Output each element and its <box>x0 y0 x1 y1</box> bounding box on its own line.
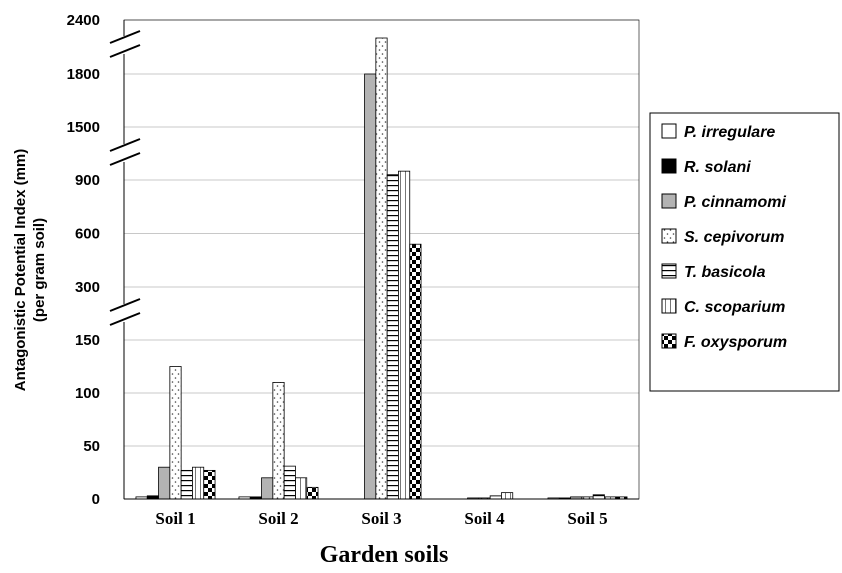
x-tick-label: Soil 5 <box>567 509 607 528</box>
bar-c-scoparium-2 <box>295 477 308 500</box>
y-tick-label: 150 <box>75 332 100 349</box>
bar-t-basicola-5 <box>592 494 605 500</box>
bar-s-cepivorum-3 <box>375 37 388 500</box>
x-tick-label: Soil 2 <box>258 509 298 528</box>
break-slash <box>109 138 141 152</box>
x-tick-label: Soil 1 <box>155 509 195 528</box>
x-tick-labels: Soil 1 Soil 2 Soil 3 Soil 4 Soil 5 <box>155 509 607 528</box>
axis-break-marks <box>108 30 141 326</box>
bars <box>135 37 628 500</box>
legend-label: T. basicola <box>684 264 766 281</box>
bar-f-oxysporum-2 <box>306 486 319 500</box>
bar-p-cinnamomi-1 <box>158 466 171 500</box>
y-tick-label: 300 <box>75 279 100 296</box>
legend-swatch <box>661 263 677 279</box>
legend-swatch <box>661 193 677 209</box>
legend-label: S. cepivorum <box>684 229 784 246</box>
legend-swatch <box>661 228 677 244</box>
legend-swatch <box>661 158 677 174</box>
x-tick-label: Soil 4 <box>464 509 505 528</box>
bar-c-scoparium-3 <box>398 170 411 500</box>
legend-swatch <box>661 123 677 139</box>
bar-c-scoparium-4 <box>501 492 514 500</box>
break-slash <box>109 30 141 44</box>
legend-label: F. oxysporum <box>684 334 787 351</box>
y-tick-label: 50 <box>83 438 100 455</box>
bar-f-oxysporum-3 <box>409 243 422 500</box>
y-tick-label: 100 <box>75 385 100 402</box>
break-slash <box>109 44 141 58</box>
break-slash <box>109 298 141 312</box>
y-tick-label: 1800 <box>67 66 100 83</box>
y-tick-label: 900 <box>75 172 100 189</box>
legend-label: C. scoparium <box>684 299 785 316</box>
y-tick-label: 1500 <box>67 119 100 136</box>
y-tick-label: 0 <box>92 491 100 508</box>
bar-p-cinnamomi-3 <box>364 73 377 500</box>
x-tick-label: Soil 3 <box>361 509 401 528</box>
legend-swatch <box>661 333 677 349</box>
legend-label: P. irregulare <box>684 124 775 141</box>
y-tick-label: 2400 <box>67 12 100 29</box>
legend-box <box>649 112 840 392</box>
bar-t-basicola-1 <box>180 469 193 500</box>
y-axis-title-line2: (per gram soil) <box>31 218 48 322</box>
legend: P. irregulare R. solani P. cinnamomi S. cep… <box>649 112 840 392</box>
break-slash <box>109 312 141 326</box>
y-tick-label: 600 <box>75 226 100 243</box>
x-axis-title: Garden soils <box>320 542 449 568</box>
plot-right-border <box>123 19 640 500</box>
bar-s-cepivorum-2 <box>272 381 285 500</box>
bar-c-scoparium-1 <box>192 466 205 500</box>
bar-t-basicola-2 <box>283 465 296 500</box>
bar-t-basicola-3 <box>386 174 399 500</box>
y-tick-labels: 0 50 100 150 300 600 900 1500 1800 2400 <box>67 12 100 508</box>
break-slash <box>109 152 141 166</box>
bar-f-oxysporum-1 <box>203 469 216 500</box>
y-axis-title: Antagonistic Potential Index (mm) <box>12 149 29 392</box>
bar-p-cinnamomi-2 <box>261 477 274 500</box>
legend-label: P. cinnamomi <box>684 194 787 211</box>
bar-s-cepivorum-1 <box>169 366 182 500</box>
legend-swatch <box>661 298 677 314</box>
legend-label: R. solani <box>684 159 751 176</box>
